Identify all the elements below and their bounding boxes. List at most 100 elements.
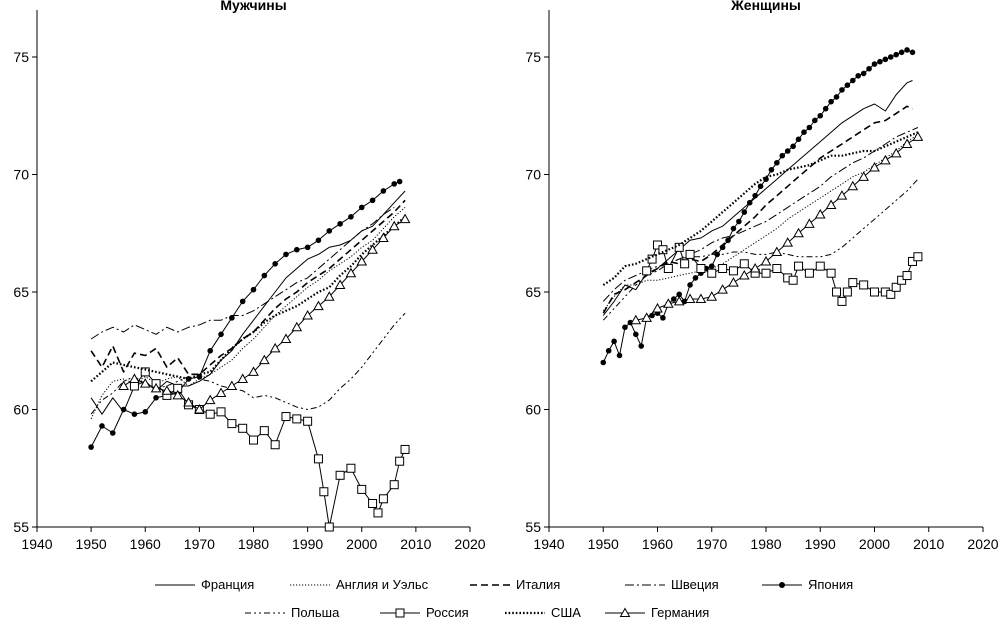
series-line [602,178,919,321]
legend-marker [619,607,631,617]
series-line [602,105,913,314]
data-point [901,138,913,148]
data-point [746,199,753,206]
legend-label: Япония [808,577,853,592]
data-point [653,240,662,250]
data-point [670,296,677,302]
data-point [400,444,410,454]
data-point [396,178,403,185]
data-point [348,214,354,220]
series-7 [90,215,406,383]
data-point [772,264,782,273]
x-tick-label: 2000 [346,536,377,552]
data-point [687,282,693,288]
data-point [641,312,653,322]
data-point [897,275,907,285]
data-point [806,124,813,131]
data-point [283,251,289,258]
legend-label: США [551,605,581,620]
data-point [790,143,796,150]
data-point [259,426,269,436]
panel-title: Женщины [730,0,801,13]
data-point [913,252,923,262]
legend-item: Франция [155,577,254,592]
panel-title: Мужчины [220,0,286,13]
data-point [215,387,227,398]
legend-label: Польша [291,605,340,620]
series-line [90,312,406,415]
data-point [334,279,346,289]
data-point [294,246,300,253]
data-point [752,192,758,199]
data-point [893,51,899,58]
data-point [633,331,639,338]
legend-item: Россия [380,605,469,620]
legend-item: Италия [470,577,560,592]
data-point [859,280,869,290]
data-point [237,373,249,383]
x-tick-label: 2010 [913,536,944,552]
data-point [345,267,357,278]
legend: Франция Англия и Уэльс Италия Швеция Япония П… [155,577,853,620]
data-point [695,293,707,304]
data-point [832,287,842,297]
legend-item: Япония [762,577,853,592]
data-point [303,416,313,426]
series-4 [88,178,403,450]
data-point [795,136,802,143]
data-point [909,49,916,56]
series-line [123,218,406,410]
x-tick-label: 1990 [292,536,323,552]
data-point [150,382,162,393]
series-8 [630,131,924,325]
data-point [663,264,673,273]
data-point [887,54,894,60]
data-point [866,65,872,72]
data-point [88,444,94,450]
data-point [216,407,226,417]
data-point [771,246,783,257]
series-8 [118,213,411,414]
data-point [761,268,771,278]
data-point [782,237,794,247]
y-tick-label: 70 [13,167,29,183]
series-6 [129,367,410,532]
data-point [898,49,905,56]
data-point [652,302,663,313]
data-point [707,268,717,278]
legend-label: Италия [516,577,560,592]
data-point [784,148,791,154]
x-tick-label: 1970 [696,536,727,552]
legend-label: Россия [426,605,469,620]
legend-item: Швеция [625,577,719,592]
data-point [877,58,883,65]
data-point [696,264,706,273]
data-point [804,218,815,228]
data-point [882,56,889,63]
data-point [738,270,750,280]
data-point [337,221,343,227]
data-point [814,208,826,219]
x-tick-label: 1960 [130,536,161,552]
data-point [313,300,324,311]
data-point [194,403,205,414]
data-point [368,499,378,508]
data-point [140,367,150,377]
data-point [788,275,798,285]
data-point [757,183,764,190]
men-panel: Мужчины 1940 1950 1960 1970 1980 1990 2000 2010 2… [13,0,485,552]
data-point [109,430,116,436]
data-point [736,218,742,225]
data-point [249,435,258,445]
legend-item: Германия [605,605,709,620]
data-point [272,261,278,267]
series-line [602,131,919,286]
y-tick-label: 55 [525,519,541,535]
data-point [380,188,387,194]
data-point [794,261,804,271]
data-point [673,295,685,306]
series-line [602,127,919,302]
data-point [904,47,910,53]
series-3 [602,127,919,302]
